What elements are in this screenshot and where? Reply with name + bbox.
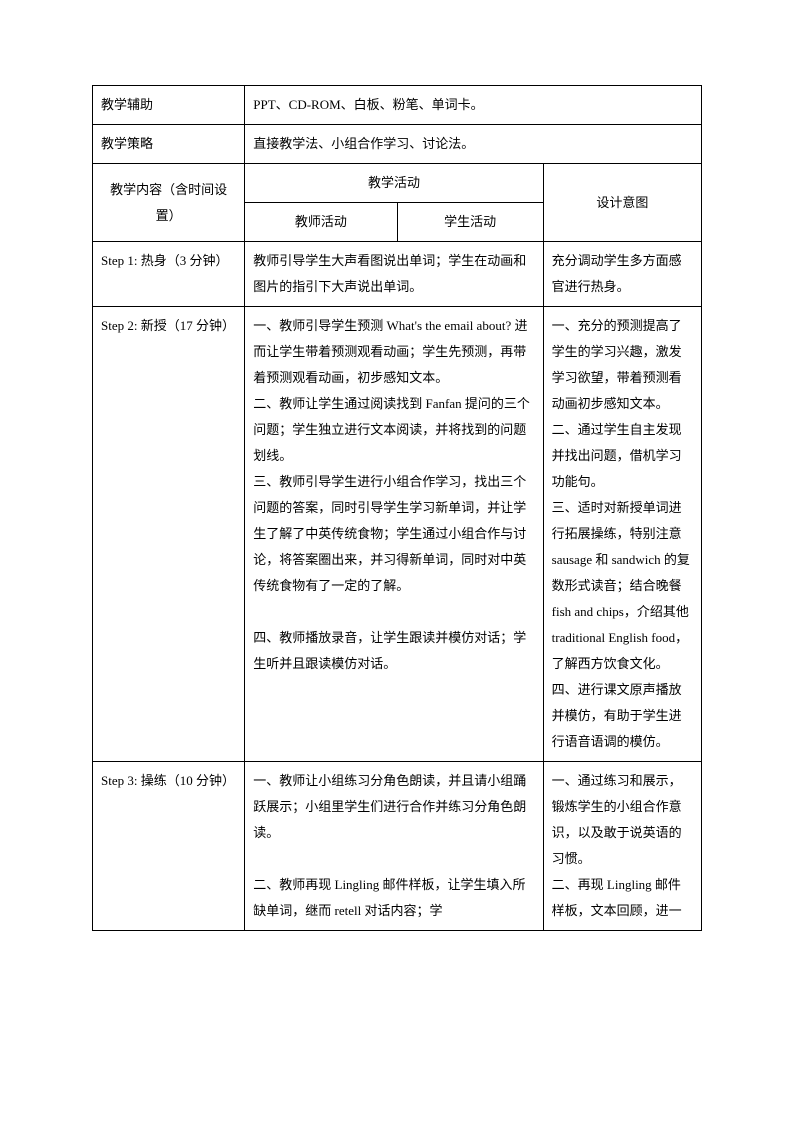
cell-text: 三、教师引导学生进行小组合作学习，找出三个问题的答案，同时引导学生学习新单词，并… (253, 474, 526, 593)
table-cell: 一、教师引导学生预测 What's the email about? 进而让学生… (245, 307, 543, 762)
table-cell: 一、教师让小组练习分角色朗读，并且请小组踊跃展示；小组里学生们进行合作并练习分角… (245, 762, 543, 931)
cell-text: 教学内容（含时间设置） (110, 182, 227, 223)
table-row: 教学策略 直接教学法、小组合作学习、讨论法。 (93, 125, 702, 164)
table-cell: 教学内容（含时间设置） (93, 164, 245, 242)
table-cell: 教学辅助 (93, 86, 245, 125)
cell-text: 四、进行课文原声播放并模仿，有助于学生进行语音语调的模仿。 (552, 682, 682, 749)
cell-text: 一、通过练习和展示，锻炼学生的小组合作意识，以及敢于说英语的习惯。 (552, 773, 682, 866)
cell-text: 二、再现 Lingling 邮件样板，文本回顾，进一 (552, 877, 682, 918)
cell-text: Step 1: 热身（3 分钟） (101, 253, 228, 268)
cell-text: PPT、CD-ROM、白板、粉笔、单词卡。 (253, 97, 483, 112)
cell-text: 教师引导学生大声看图说出单词；学生在动画和图片的指引下大声说出单词。 (253, 253, 526, 294)
table-cell: 一、充分的预测提高了学生的学习兴趣，激发学习欲望，带着预测看动画初步感知文本。二… (543, 307, 701, 762)
table-row: Step 2: 新授（17 分钟） 一、教师引导学生预测 What's the e… (93, 307, 702, 762)
cell-text: 教学辅助 (101, 97, 153, 112)
cell-text: 教学策略 (101, 136, 153, 151)
table-cell: Step 1: 热身（3 分钟） (93, 242, 245, 307)
cell-text: 四、教师播放录音，让学生跟读并模仿对话；学生听并且跟读模仿对话。 (253, 630, 526, 671)
cell-text: 一、充分的预测提高了学生的学习兴趣，激发学习欲望，带着预测看动画初步感知文本。 (552, 318, 682, 411)
table-row: 教学内容（含时间设置）教学活动设计意图 (93, 164, 702, 203)
cell-text: 教学活动 (368, 175, 420, 190)
table-cell: 一、通过练习和展示，锻炼学生的小组合作意识，以及敢于说英语的习惯。二、再现 Li… (543, 762, 701, 931)
cell-text: 三、适时对新授单词进行拓展操练，特别注意sausage 和 sandwich 的… (552, 500, 690, 671)
table-row: Step 3: 操练（10 分钟） 一、教师让小组练习分角色朗读，并且请小组踊跃展… (93, 762, 702, 931)
table-cell: 设计意图 (543, 164, 701, 242)
table-cell: Step 3: 操练（10 分钟） (93, 762, 245, 931)
cell-text: 充分调动学生多方面感官进行热身。 (552, 253, 682, 294)
table-cell: PPT、CD-ROM、白板、粉笔、单词卡。 (245, 86, 702, 125)
table-row: 教学辅助 PPT、CD-ROM、白板、粉笔、单词卡。 (93, 86, 702, 125)
cell-text: 一、教师让小组练习分角色朗读，并且请小组踊跃展示；小组里学生们进行合作并练习分角… (253, 773, 526, 840)
table-cell: 教师活动 (245, 203, 397, 242)
cell-text: Step 2: 新授（17 分钟） (101, 318, 235, 333)
cell-text: 一、教师引导学生预测 What's the email about? 进而让学生… (253, 318, 527, 385)
table-cell: 教学策略 (93, 125, 245, 164)
cell-text: 二、教师让学生通过阅读找到 Fanfan 提问的三个问题；学生独立进行文本阅读，… (253, 396, 530, 463)
table-cell: 直接教学法、小组合作学习、讨论法。 (245, 125, 702, 164)
table-cell: 教学活动 (245, 164, 543, 203)
cell-text: 二、教师再现 Lingling 邮件样板，让学生填入所缺单词，继而 retell… (253, 877, 525, 918)
cell-text: 直接教学法、小组合作学习、讨论法。 (253, 136, 474, 151)
table-row: Step 1: 热身（3 分钟） 教师引导学生大声看图说出单词；学生在动画和图片的… (93, 242, 702, 307)
table-cell: Step 2: 新授（17 分钟） (93, 307, 245, 762)
cell-text: 设计意图 (596, 195, 648, 210)
table-cell: 充分调动学生多方面感官进行热身。 (543, 242, 701, 307)
cell-text: Step 3: 操练（10 分钟） (101, 773, 235, 788)
cell-text: 教师活动 (295, 214, 347, 229)
table-cell: 教师引导学生大声看图说出单词；学生在动画和图片的指引下大声说出单词。 (245, 242, 543, 307)
cell-text: 学生活动 (444, 214, 496, 229)
lesson-plan-table: 教学辅助 PPT、CD-ROM、白板、粉笔、单词卡。教学策略 直接教学法、小组合作学… (92, 85, 702, 931)
cell-text: 二、通过学生自主发现并找出问题，借机学习功能句。 (552, 422, 682, 489)
table-cell: 学生活动 (397, 203, 543, 242)
